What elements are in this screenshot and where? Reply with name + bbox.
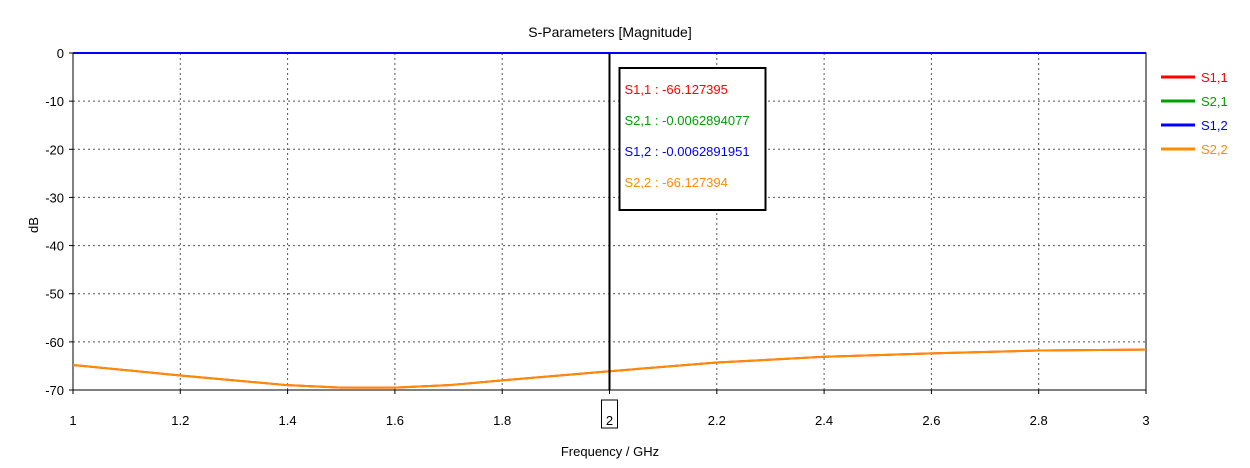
y-tick-label: -70 <box>45 383 64 398</box>
y-tick-label: -60 <box>45 335 64 350</box>
legend-label: S1,2 <box>1201 118 1228 133</box>
series-line-3 <box>72 348 1147 389</box>
legend: S1,1 S2,1 S1,2 S2,2 <box>1161 70 1228 157</box>
legend-label: S2,1 <box>1201 94 1228 109</box>
y-tick-label: -10 <box>45 94 64 109</box>
cursor[interactable]: 2 S1,1 : -66.127395 S2,1 : -0.0062894077 S1… <box>601 53 767 429</box>
y-tick-label: -20 <box>45 142 64 157</box>
axis-ticks: 1 1.2 1.4 1.6 1.8 2.2 2.4 2.6 2.8 3 0 -10 -20 -30 -40 -… <box>45 46 1149 428</box>
y-tick-label: -40 <box>45 239 64 254</box>
cursor-x-label: 2 <box>606 413 613 428</box>
x-tick-label: 2.4 <box>815 413 833 428</box>
x-axis-label: Frequency / GHz <box>561 444 659 459</box>
cursor-readout-text: S1,2 : -0.0062891951 <box>625 144 750 159</box>
x-tick-label: 1 <box>69 413 76 428</box>
cursor-readout-text: S2,2 : -66.127394 <box>625 175 728 190</box>
cursor-readout-text: S1,1 : -66.127395 <box>625 82 728 97</box>
x-tick-label: 2.2 <box>708 413 726 428</box>
legend-label: S2,2 <box>1201 142 1228 157</box>
chart-title: S-Parameters [Magnitude] <box>528 24 691 40</box>
x-tick-label: 2.8 <box>1030 413 1048 428</box>
x-tick-label: 2.6 <box>922 413 940 428</box>
cursor-x-marker-box[interactable] <box>601 399 618 429</box>
x-tick-label: 3 <box>1142 413 1149 428</box>
cursor-readout-text: S2,1 : -0.0062894077 <box>625 113 750 128</box>
legend-label: S1,1 <box>1201 70 1228 85</box>
x-tick-label: 1.8 <box>493 413 511 428</box>
x-tick-label: 1.2 <box>171 413 189 428</box>
y-tick-label: 0 <box>57 46 64 61</box>
x-tick-label: 1.4 <box>279 413 297 428</box>
y-axis-label: dB <box>26 217 41 233</box>
y-tick-label: -30 <box>45 190 64 205</box>
y-tick-label: -50 <box>45 287 64 302</box>
x-tick-label: 1.6 <box>386 413 404 428</box>
cursor-readout-box <box>618 67 767 211</box>
